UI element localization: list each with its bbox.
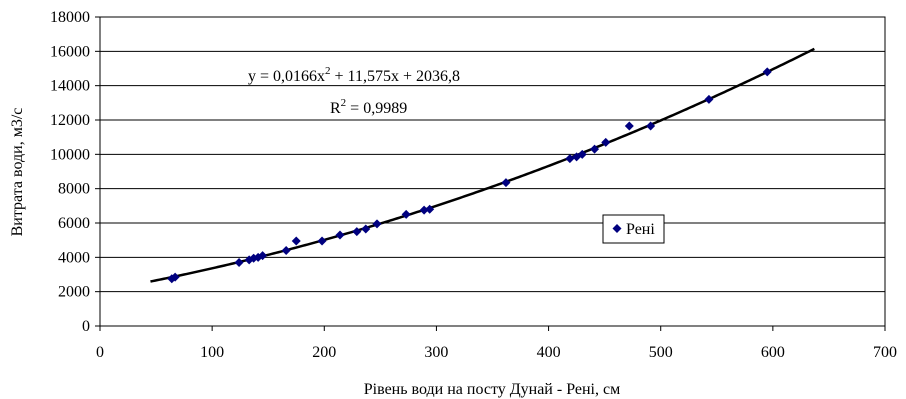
x-axis-ticks: 0 100 200 300 400 500 600 700: [96, 326, 897, 361]
equation-exponent: 2: [325, 65, 331, 77]
r-squared-label: R2 = 0,9989: [330, 97, 407, 117]
data-point: [646, 121, 656, 131]
trendline-equation: y = 0,0166x2 + 11,575x + 2036,8: [248, 65, 460, 85]
y-tick-label: 8000: [58, 181, 90, 198]
data-point: [249, 253, 259, 263]
x-axis-label: Рівень води на посту Дунай - Рені, см: [364, 381, 620, 398]
equation-rest-text: + 11,575x + 2036,8: [331, 68, 460, 85]
data-point: [762, 67, 772, 77]
plot-area-frame: [99, 16, 886, 327]
data-point: [244, 255, 254, 265]
r2-main-text: R: [330, 100, 341, 117]
data-point: [419, 205, 429, 215]
data-point: [291, 236, 301, 246]
data-point: [704, 94, 714, 104]
data-point: [577, 149, 587, 159]
x-tick-label: 300: [424, 344, 448, 361]
y-tick-label: 10000: [50, 146, 90, 163]
data-point: [425, 204, 435, 214]
x-tick-label: 200: [312, 344, 336, 361]
data-point: [352, 227, 362, 237]
y-tick-label: 16000: [50, 43, 90, 60]
data-point: [501, 178, 511, 188]
x-tick-label: 500: [649, 344, 673, 361]
y-tick-label: 2000: [58, 284, 90, 301]
r2-exponent: 2: [341, 97, 347, 109]
data-point: [258, 251, 268, 261]
r2-rest-text: = 0,9989: [346, 100, 407, 117]
data-point: [565, 154, 575, 164]
y-tick-label: 6000: [58, 215, 90, 232]
y-tick-label: 12000: [50, 112, 90, 129]
data-point: [335, 230, 345, 240]
x-tick-label: 700: [873, 344, 897, 361]
data-point: [372, 219, 382, 229]
data-point: [317, 236, 327, 246]
equation-main-text: y = 0,0166x: [248, 68, 325, 85]
legend-label: Рені: [626, 221, 655, 238]
data-point: [281, 245, 291, 255]
data-point: [601, 137, 611, 147]
y-tick-label: 4000: [58, 249, 90, 266]
x-tick-label: 0: [96, 344, 104, 361]
data-point: [234, 257, 244, 267]
y-tick-label: 0: [82, 318, 90, 335]
x-tick-label: 100: [200, 344, 224, 361]
data-point: [590, 144, 600, 154]
y-tick-label: 14000: [50, 78, 90, 95]
legend: Рені: [602, 214, 665, 244]
data-point: [624, 121, 634, 131]
y-axis-label: Витрата води, м3/с: [9, 108, 26, 237]
y-tick-label: 18000: [50, 9, 90, 26]
gridlines: [100, 50, 885, 293]
y-axis-ticks: 0 2000 4000 6000 8000 10000 12000 14000 16000 180…: [50, 9, 100, 335]
x-tick-label: 400: [537, 344, 561, 361]
data-point: [253, 252, 263, 262]
data-point: [170, 272, 180, 282]
data-point: [401, 209, 411, 219]
legend-diamond-icon: [612, 224, 622, 233]
x-tick-label: 600: [761, 344, 785, 361]
data-points: [167, 67, 772, 284]
data-point: [361, 224, 371, 234]
